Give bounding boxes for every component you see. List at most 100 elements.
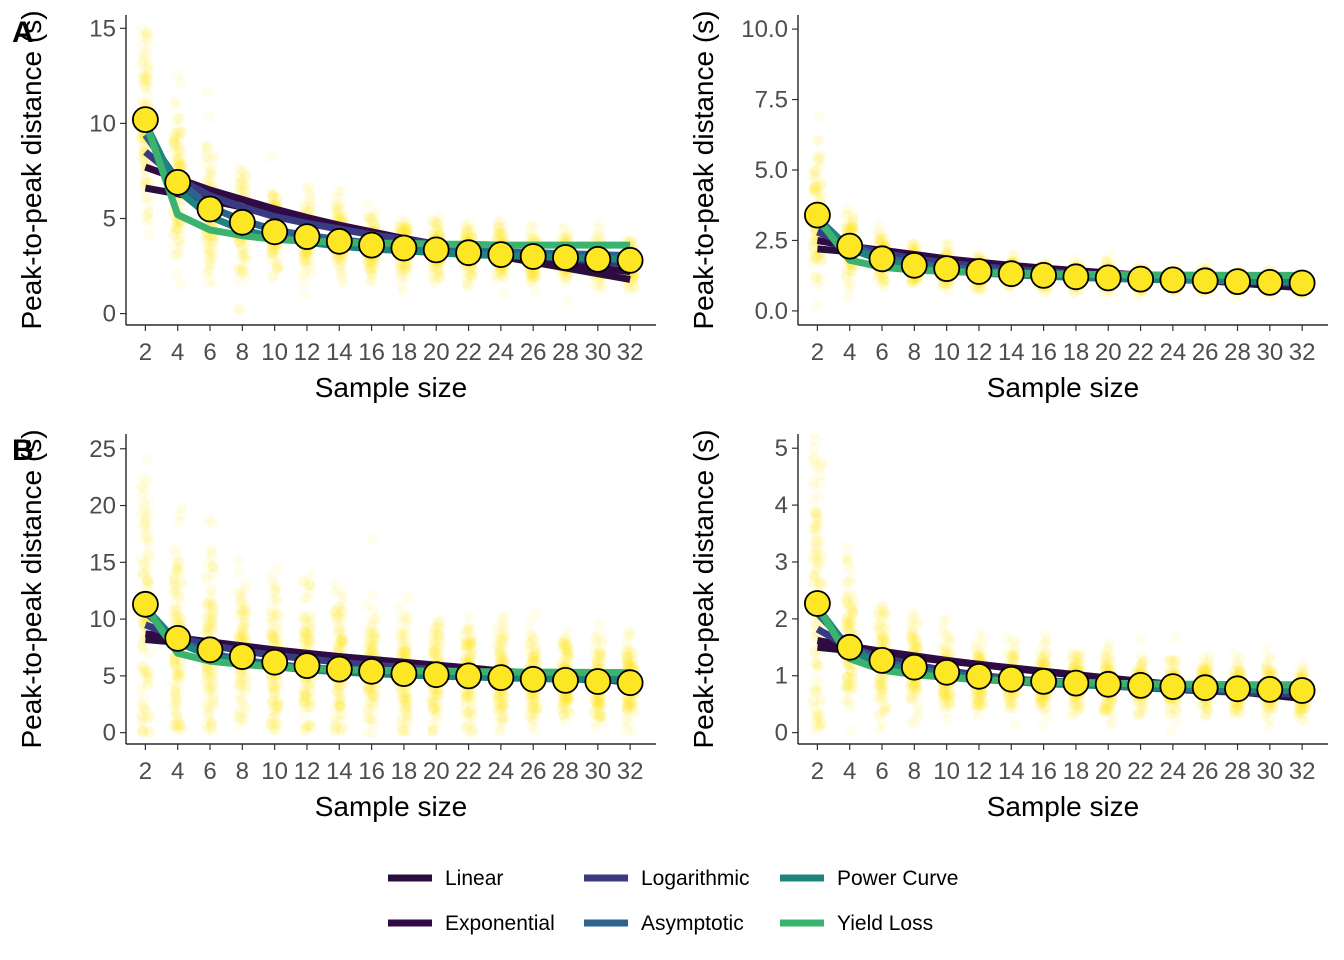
sample-point: [396, 699, 408, 711]
sample-point: [843, 223, 855, 235]
sample-point: [362, 682, 374, 694]
sample-point: [143, 213, 155, 225]
sample-point: [370, 632, 382, 644]
sample-point: [176, 502, 188, 514]
sample-point: [809, 185, 821, 197]
sample-point: [233, 670, 245, 682]
sample-point: [596, 283, 608, 295]
sample-point: [169, 585, 181, 596]
sample-point: [431, 222, 443, 234]
sample-point: [232, 567, 244, 579]
sample-point: [465, 226, 477, 238]
sample-point: [299, 638, 311, 650]
sample-point: [498, 696, 510, 708]
sample-point: [809, 185, 821, 197]
sample-point: [300, 689, 312, 701]
sample-point: [206, 616, 218, 628]
sample-point: [300, 631, 312, 643]
sample-point: [872, 273, 884, 285]
sample-point: [142, 575, 154, 586]
sample-point: [305, 722, 317, 734]
sample-point: [498, 700, 509, 711]
series-line-yield-loss: [142, 120, 631, 249]
sample-point: [463, 217, 475, 229]
sample-point: [302, 719, 314, 731]
sample-point: [302, 692, 314, 704]
sample-point: [241, 605, 253, 617]
sample-point: [234, 677, 246, 689]
sample-point: [143, 492, 154, 504]
sample-point: [139, 665, 151, 677]
sample-point: [172, 145, 184, 157]
sample-point: [460, 708, 472, 720]
sample-point: [301, 617, 313, 629]
sample-point: [911, 239, 923, 251]
x-tick-label: 10: [261, 339, 288, 366]
sample-point: [494, 704, 506, 716]
sample-point: [808, 184, 820, 196]
sample-point: [430, 620, 442, 632]
sample-point: [205, 616, 216, 628]
sample-point: [335, 634, 347, 646]
sample-point: [435, 615, 447, 627]
sample-point: [491, 232, 503, 244]
sample-point: [530, 705, 542, 716]
sample-point: [814, 189, 826, 201]
sample-point: [466, 223, 478, 235]
mean-point: [390, 234, 418, 262]
sample-point: [332, 643, 344, 654]
sample-point: [432, 706, 444, 718]
sample-point: [205, 544, 217, 555]
sample-point: [138, 82, 150, 94]
sample-point: [172, 556, 184, 568]
sample-point: [304, 701, 316, 713]
sample-point: [169, 249, 181, 261]
sample-point: [168, 137, 180, 149]
sample-point: [170, 560, 182, 572]
sample-point: [467, 264, 479, 276]
sample-point: [175, 656, 187, 668]
sample-point: [141, 33, 153, 45]
sample-point: [335, 635, 347, 647]
sample-point: [240, 682, 252, 694]
sample-point: [527, 271, 538, 283]
sample-point: [305, 701, 317, 713]
sample-point: [463, 621, 475, 633]
sample-point: [433, 702, 444, 714]
sample-point: [173, 155, 185, 167]
sample-point: [367, 641, 378, 653]
sample-point: [491, 691, 503, 703]
sample-point: [143, 672, 155, 683]
sample-point: [936, 280, 948, 291]
x-tick-label: 30: [584, 339, 611, 366]
sample-point: [137, 700, 149, 712]
sample-point: [237, 698, 249, 710]
sample-point: [431, 225, 443, 237]
sample-point: [527, 699, 539, 711]
sample-point: [141, 476, 153, 488]
sample-point: [973, 249, 985, 261]
sample-point: [300, 288, 311, 300]
sample-point: [136, 711, 148, 723]
sample-point: [176, 578, 188, 590]
sample-point: [236, 680, 248, 692]
sample-point: [329, 702, 341, 714]
sample-point: [143, 726, 154, 738]
sample-point: [236, 174, 248, 186]
sample-point: [496, 612, 507, 624]
mean-point: [616, 246, 644, 274]
sample-point: [170, 693, 182, 705]
sample-point: [841, 220, 853, 232]
sample-point: [168, 689, 180, 701]
sample-point: [300, 627, 311, 639]
sample-point: [237, 173, 249, 185]
sample-point: [201, 601, 213, 613]
sample-point: [137, 567, 149, 579]
sample-point: [464, 268, 475, 280]
sample-point: [464, 654, 476, 666]
sample-point: [170, 609, 181, 621]
sample-point: [331, 694, 343, 706]
sample-point: [463, 610, 475, 622]
